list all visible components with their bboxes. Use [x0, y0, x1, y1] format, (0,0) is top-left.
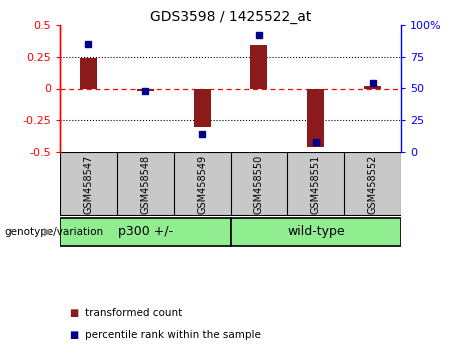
Title: GDS3598 / 1425522_at: GDS3598 / 1425522_at: [150, 10, 311, 24]
Text: wild-type: wild-type: [287, 225, 344, 238]
Text: transformed count: transformed count: [85, 308, 183, 318]
Text: GSM458552: GSM458552: [367, 154, 378, 214]
Text: genotype/variation: genotype/variation: [5, 227, 104, 237]
Bar: [60, 217, 230, 246]
Text: percentile rank within the sample: percentile rank within the sample: [85, 330, 261, 339]
Text: GSM458549: GSM458549: [197, 154, 207, 214]
Text: GSM458548: GSM458548: [140, 154, 150, 214]
Bar: [194, 88, 211, 127]
Text: ■: ■: [69, 308, 78, 318]
Text: GSM458547: GSM458547: [83, 154, 94, 214]
Text: GSM458551: GSM458551: [311, 154, 321, 214]
Bar: [136, 88, 154, 91]
Bar: [230, 217, 401, 246]
Bar: [250, 45, 267, 88]
Text: GSM458550: GSM458550: [254, 154, 264, 214]
Text: ■: ■: [69, 330, 78, 339]
Bar: [307, 88, 324, 147]
Text: ▶: ▶: [44, 227, 53, 237]
Text: p300 +/-: p300 +/-: [118, 225, 173, 238]
Bar: [80, 58, 97, 88]
Bar: [364, 86, 381, 88]
